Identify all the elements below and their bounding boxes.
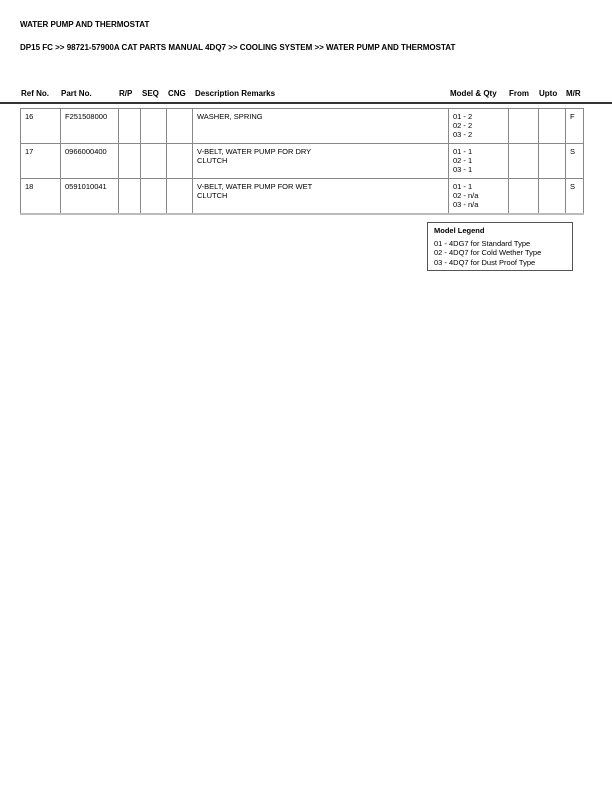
legend-item: 03 - 4DQ7 for Dust Proof Type	[434, 257, 536, 267]
from-cell	[508, 143, 539, 179]
legend-item: 01 - 4DG7 for Standard Type	[434, 238, 531, 248]
cell-text: 18	[25, 182, 34, 191]
mr-cell: S	[565, 143, 584, 179]
cng-cell	[166, 178, 193, 215]
table-row: 18 0591010041 V-BELT, WATER PUMP FOR WET CL…	[20, 178, 584, 215]
header-divider	[0, 102, 612, 104]
cell-text: V-BELT, WATER PUMP FOR WET	[197, 182, 313, 191]
seq-cell	[140, 143, 167, 179]
qty-line: 03 - n/a	[453, 200, 479, 209]
header-desc: Description Remarks	[195, 89, 276, 98]
upto-cell	[538, 108, 566, 144]
cell-text: CLUTCH	[197, 156, 228, 165]
header-mr: M/R	[566, 89, 581, 98]
cng-cell	[166, 108, 193, 144]
qty-line: 03 - 2	[453, 130, 473, 139]
description-cell: V-BELT, WATER PUMP FOR WET CLUTCH	[192, 178, 449, 215]
part-cell: F251508000	[60, 108, 119, 144]
cell-text: 0966000400	[65, 147, 107, 156]
cell-text: F251508000	[65, 112, 108, 121]
cell-text: WASHER, SPRING	[197, 112, 263, 121]
part-cell: 0591010041	[60, 178, 119, 215]
qty-line: 02 - 1	[453, 156, 473, 165]
rp-cell	[118, 108, 141, 144]
rp-cell	[118, 178, 141, 215]
cell-text: 16	[25, 112, 34, 121]
table-row: 16 F251508000 WASHER, SPRING 01 - 2 02 - 2 03…	[20, 108, 584, 144]
header-part: Part No.	[61, 89, 92, 98]
model-qty-cell: 01 - 1 02 - n/a 03 - n/a	[448, 178, 509, 215]
ref-cell: 16	[20, 108, 61, 144]
table-row: 17 0966000400 V-BELT, WATER PUMP FOR DRY CL…	[20, 143, 584, 179]
cell-text: V-BELT, WATER PUMP FOR DRY	[197, 147, 312, 156]
cell-text: S	[570, 182, 576, 191]
cng-cell	[166, 143, 193, 179]
header-rp: R/P	[119, 89, 133, 98]
cell-text: S	[570, 147, 576, 156]
mr-cell: S	[565, 178, 584, 215]
parts-table: 16 F251508000 WASHER, SPRING 01 - 2 02 - 2 03…	[20, 108, 584, 215]
mr-cell: F	[565, 108, 584, 144]
seq-cell	[140, 178, 167, 215]
model-legend: Model Legend 01 - 4DG7 for Standard Type…	[427, 222, 573, 271]
breadcrumb: DP15 FC >> 98721-57900A CAT PARTS MANUAL…	[20, 43, 456, 52]
ref-cell: 17	[20, 143, 61, 179]
cell-text: 0591010041	[65, 182, 107, 191]
from-cell	[508, 178, 539, 215]
qty-line: 01 - 1	[453, 147, 473, 156]
cell-text: CLUTCH	[197, 191, 228, 200]
header-cng: CNG	[168, 89, 186, 98]
legend-item: 02 - 4DQ7 for Cold Wether Type	[434, 248, 542, 257]
from-cell	[508, 108, 539, 144]
qty-line: 03 - 1	[453, 165, 473, 174]
ref-cell: 18	[20, 178, 61, 215]
header-upto: Upto	[539, 89, 558, 98]
model-qty-cell: 01 - 1 02 - 1 03 - 1	[448, 143, 509, 179]
header-seq: SEQ	[142, 89, 159, 98]
model-qty-cell: 01 - 2 02 - 2 03 - 2	[448, 108, 509, 144]
description-cell: V-BELT, WATER PUMP FOR DRY CLUTCH	[192, 143, 449, 179]
page-title: WATER PUMP AND THERMOSTAT	[20, 20, 150, 29]
qty-line: 01 - 2	[453, 112, 473, 121]
header-ref: Ref No.	[21, 89, 49, 98]
qty-line: 02 - 2	[453, 121, 473, 130]
legend-title: Model Legend	[434, 226, 485, 235]
qty-line: 02 - n/a	[453, 191, 479, 200]
upto-cell	[538, 143, 566, 179]
cell-text: 17	[25, 147, 34, 156]
header-model-qty: Model & Qty	[450, 89, 497, 98]
seq-cell	[140, 108, 167, 144]
qty-line: 01 - 1	[453, 182, 473, 191]
part-cell: 0966000400	[60, 143, 119, 179]
cell-text: F	[570, 112, 575, 121]
description-cell: WASHER, SPRING	[192, 108, 449, 144]
header-from: From	[509, 89, 529, 98]
rp-cell	[118, 143, 141, 179]
upto-cell	[538, 178, 566, 215]
